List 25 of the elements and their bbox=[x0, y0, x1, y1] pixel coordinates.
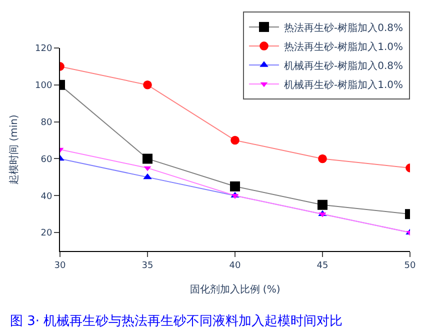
y-tick-label: 20 bbox=[40, 228, 52, 239]
point bbox=[143, 80, 152, 90]
y-tick-label: 60 bbox=[40, 154, 52, 165]
point bbox=[318, 200, 328, 210]
x-tick-label: 40 bbox=[229, 260, 241, 271]
legend-label: 机械再生砂-树脂加入1.0% bbox=[284, 78, 404, 91]
point bbox=[230, 136, 240, 145]
x-axis-title: 固化剂加入比例 (%) bbox=[190, 283, 280, 296]
legend-label: 热法再生砂-树脂加入1.0% bbox=[284, 40, 404, 53]
point bbox=[142, 154, 152, 164]
legend-label: 热法再生砂-树脂加入0.8% bbox=[284, 22, 404, 34]
x-tick-label: 30 bbox=[54, 260, 66, 271]
y-tick-label: 40 bbox=[40, 192, 52, 202]
point bbox=[230, 181, 240, 192]
x-tick-label: 35 bbox=[142, 260, 154, 271]
y-tick-label: 120 bbox=[35, 44, 52, 54]
caption: 图 3· 机械再生砂与热法再生砂不同液料加入起模时间对比 bbox=[10, 314, 343, 329]
y-tick-label: 80 bbox=[40, 118, 52, 128]
x-tick-label: 45 bbox=[316, 260, 328, 271]
point bbox=[143, 173, 152, 180]
point bbox=[318, 154, 327, 164]
y-axis-title: 起模时间 (min) bbox=[8, 114, 20, 184]
x-tick-label: 50 bbox=[404, 260, 416, 271]
y-tick-label: 100 bbox=[35, 81, 52, 92]
legend-label: 机械再生砂-树脂加入0.8% bbox=[284, 60, 404, 72]
